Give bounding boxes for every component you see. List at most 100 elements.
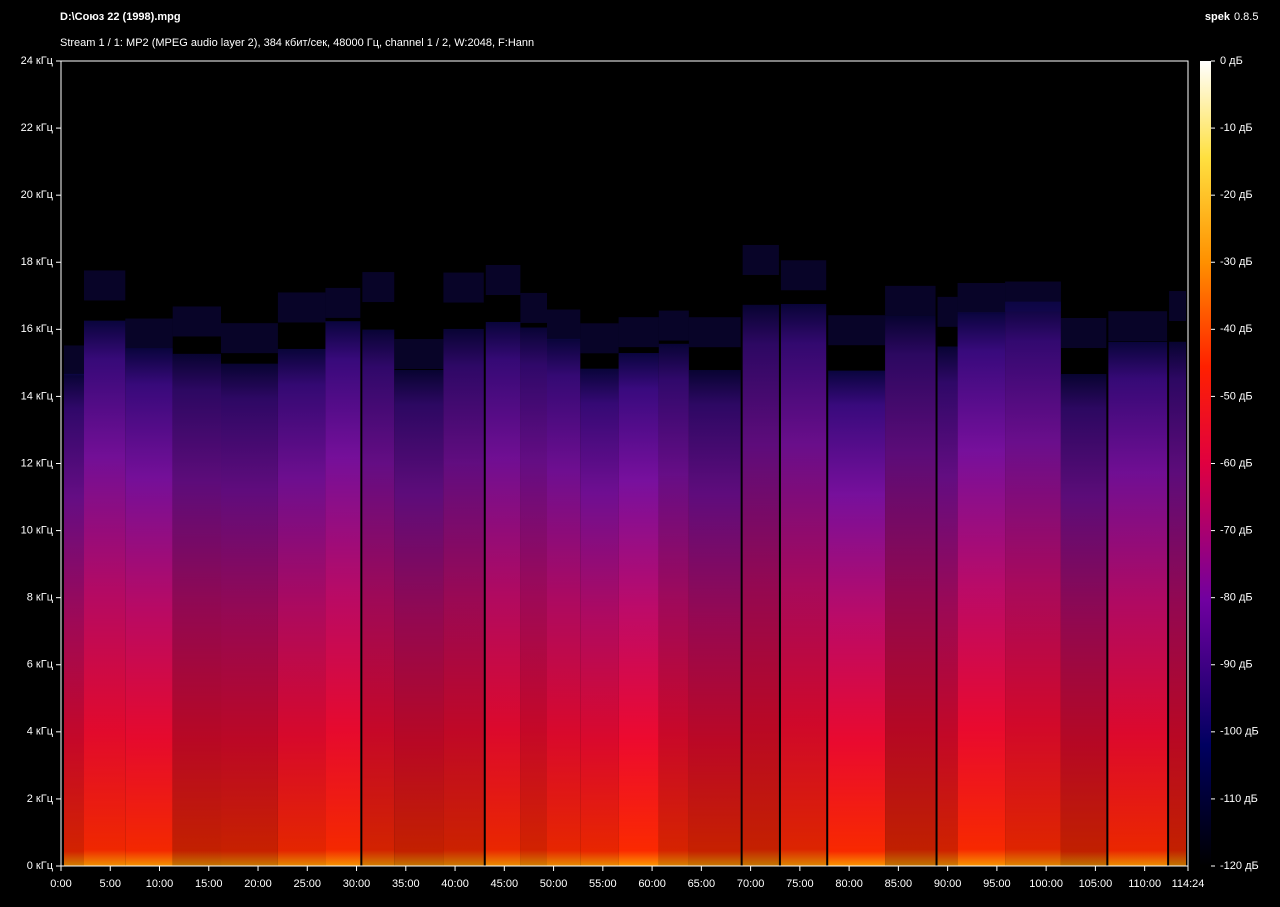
spectrogram-column: [172, 353, 222, 866]
spectrogram-column: [547, 338, 581, 866]
spectrogram-column: [885, 315, 936, 866]
x-tick-label: 50:00: [540, 878, 568, 890]
spectrogram-column: [742, 304, 779, 867]
spectrogram-column: [618, 353, 659, 867]
level-tick-label: -120 дБ: [1220, 860, 1259, 872]
app-name: spek: [1205, 11, 1231, 23]
spectrogram-haze: [1108, 311, 1168, 342]
spectrogram-haze: [64, 345, 85, 376]
y-tick-label: 4 кГц: [27, 726, 54, 738]
spectrogram-column: [780, 303, 827, 866]
spectrogram: [64, 244, 1186, 867]
spectrogram-column: [1060, 373, 1107, 866]
spectrogram-haze: [125, 318, 173, 349]
spectrogram-haze: [1005, 281, 1061, 312]
spectrogram-column: [485, 321, 521, 866]
x-tick-label: 45:00: [491, 878, 519, 890]
x-tick-label: 15:00: [195, 878, 223, 890]
x-tick-label: 100:00: [1029, 878, 1063, 890]
spectrogram-haze: [1060, 317, 1107, 348]
spectrogram-haze: [618, 317, 659, 348]
x-tick-label: 70:00: [737, 878, 765, 890]
spectrogram-haze: [828, 315, 886, 346]
level-tick-label: -20 дБ: [1220, 189, 1253, 201]
spectrogram-column: [1005, 301, 1061, 866]
x-tick-label: 60:00: [638, 878, 666, 890]
level-tick-label: -70 дБ: [1220, 524, 1253, 536]
level-tick-label: -110 дБ: [1220, 793, 1258, 805]
y-tick-label: 0 кГц: [27, 860, 54, 872]
y-tick-label: 2 кГц: [27, 793, 54, 805]
spectrogram-column: [277, 348, 326, 866]
spectrogram-haze: [394, 339, 444, 370]
x-tick-label: 80:00: [835, 878, 863, 890]
spectrogram-column: [580, 368, 619, 866]
y-tick-label: 12 кГц: [21, 457, 54, 469]
spectrogram-haze: [485, 264, 521, 295]
spectrogram-haze: [1169, 291, 1186, 322]
level-tick-label: -40 дБ: [1220, 323, 1253, 335]
level-tick-label: -100 дБ: [1220, 726, 1259, 738]
y-tick-label: 6 кГц: [27, 659, 54, 671]
level-tick-label: -50 дБ: [1220, 390, 1253, 402]
x-tick-label: 95:00: [983, 878, 1011, 890]
spectrogram-column: [688, 369, 741, 866]
spectrogram-haze: [277, 292, 326, 323]
level-tick-label: -60 дБ: [1220, 457, 1253, 469]
spectrogram-haze: [547, 309, 581, 340]
x-tick-label: 35:00: [392, 878, 420, 890]
spectrogram-haze: [957, 283, 1006, 314]
level-tick-label: -10 дБ: [1220, 122, 1253, 134]
spectrogram-column: [520, 327, 548, 866]
spectrogram-haze: [885, 285, 936, 316]
spectrogram-column: [957, 312, 1006, 866]
level-tick-label: -90 дБ: [1220, 659, 1253, 671]
spectrogram-column: [221, 363, 278, 866]
spectrogram-column: [64, 373, 85, 866]
spectrogram-haze: [742, 244, 779, 275]
y-tick-label: 18 кГц: [21, 256, 54, 268]
x-tick-label: 30:00: [343, 878, 371, 890]
x-tick-label: 75:00: [786, 878, 814, 890]
spectrogram-haze: [84, 270, 126, 301]
app-version: 0.8.5: [1234, 11, 1258, 23]
spectrogram-column: [362, 329, 395, 867]
y-tick-label: 16 кГц: [21, 323, 54, 335]
spectrogram-column: [1108, 341, 1168, 866]
stream-info: Stream 1 / 1: MP2 (MPEG audio layer 2), …: [60, 37, 534, 49]
spectrogram-haze: [520, 292, 548, 323]
y-tick-label: 22 кГц: [21, 122, 54, 134]
x-tick-label: 65:00: [688, 878, 716, 890]
x-tick-label: 25:00: [294, 878, 322, 890]
spectrogram-column: [828, 370, 886, 866]
x-tick-label: 55:00: [589, 878, 617, 890]
spectrogram-column: [443, 328, 484, 866]
x-tick-label: 105:00: [1079, 878, 1113, 890]
y-tick-label: 14 кГц: [21, 390, 54, 402]
y-tick-label: 20 кГц: [21, 189, 54, 201]
y-tick-label: 8 кГц: [27, 592, 54, 604]
spectrogram-column: [937, 346, 958, 866]
file-name: D:\Союз 22 (1998).mpg: [60, 11, 181, 23]
x-tick-label: 40:00: [441, 878, 469, 890]
spectrogram-haze: [443, 272, 484, 303]
x-tick-label: 90:00: [934, 878, 962, 890]
spectrogram-haze: [658, 310, 689, 341]
spectrogram-haze: [325, 287, 361, 318]
x-tick-label: 5:00: [100, 878, 121, 890]
x-tick-label: 20:00: [244, 878, 272, 890]
level-tick-label: 0 дБ: [1220, 55, 1243, 67]
spectrogram-column: [125, 348, 173, 866]
x-tick-label: 10:00: [146, 878, 174, 890]
x-tick-label: 0:00: [50, 878, 71, 890]
level-tick-label: -80 дБ: [1220, 592, 1253, 604]
spectrogram-column: [84, 320, 126, 866]
x-tick-label: 110:00: [1128, 878, 1161, 890]
spectrogram-haze: [580, 323, 619, 354]
color-bar: [1200, 61, 1211, 866]
level-tick-label: -30 дБ: [1220, 256, 1253, 268]
spectrogram-haze: [362, 272, 395, 303]
y-tick-label: 10 кГц: [21, 524, 54, 536]
y-tick-label: 24 кГц: [21, 55, 54, 67]
